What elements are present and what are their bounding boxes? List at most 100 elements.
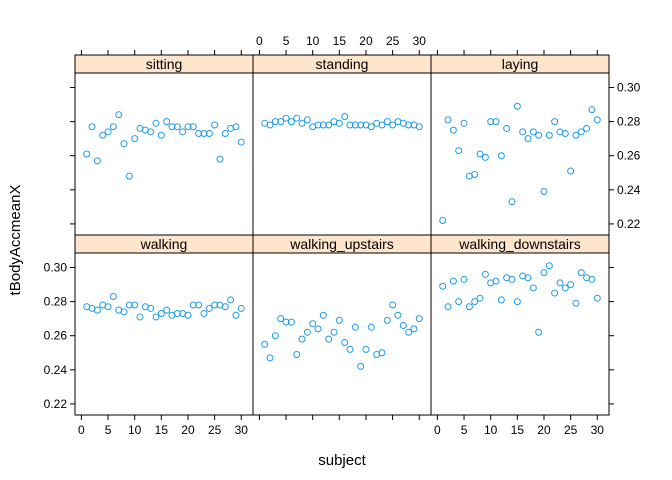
data-point	[93, 306, 101, 314]
data-point	[508, 275, 516, 283]
data-point	[200, 310, 208, 318]
data-point	[88, 123, 96, 131]
data-point	[567, 281, 575, 289]
y-tick-label: 0.24	[44, 363, 68, 377]
data-point	[163, 306, 171, 314]
data-point	[572, 131, 580, 139]
y-tick-label: 0.22	[44, 397, 68, 411]
data-point	[298, 335, 306, 343]
data-point	[460, 275, 468, 283]
data-point	[232, 311, 240, 319]
data-point	[293, 350, 301, 358]
data-point	[314, 121, 322, 129]
data-point	[439, 282, 447, 290]
data-point	[104, 128, 112, 136]
data-point	[561, 284, 569, 292]
data-point	[157, 310, 165, 318]
data-point	[449, 277, 457, 285]
x-tick-label: 20	[181, 423, 195, 437]
data-point	[266, 354, 274, 362]
data-point	[237, 304, 245, 312]
data-point	[455, 298, 463, 306]
data-point	[394, 311, 402, 319]
y-tick-label: 0.24	[617, 183, 641, 197]
data-point	[378, 121, 386, 129]
data-point	[415, 315, 423, 323]
data-point	[261, 340, 269, 348]
data-point	[551, 289, 559, 297]
data-point	[389, 301, 397, 309]
data-point	[583, 124, 591, 132]
data-point	[346, 345, 354, 353]
data-point	[205, 130, 213, 138]
panel-walking-upstairs: walking_upstairs	[252, 234, 432, 420]
data-point	[540, 188, 548, 196]
data-point	[405, 328, 413, 336]
data-point	[362, 345, 370, 353]
data-point	[471, 170, 479, 178]
data-point	[593, 116, 601, 124]
data-point	[189, 301, 197, 309]
data-point	[184, 123, 192, 131]
x-axis-label: subject	[318, 452, 366, 469]
data-point	[577, 269, 585, 277]
data-point	[513, 298, 521, 306]
data-point	[535, 328, 543, 336]
panel-frame	[430, 72, 610, 236]
data-point	[415, 123, 423, 131]
data-point	[115, 111, 123, 119]
data-point	[99, 131, 107, 139]
panel-sitting: sitting	[70, 50, 254, 236]
data-point	[179, 128, 187, 136]
data-point	[309, 320, 317, 328]
y-tick-label: 0.28	[44, 295, 68, 309]
x-tick-label: 20	[359, 34, 373, 48]
data-point	[237, 138, 245, 146]
data-point	[588, 106, 596, 114]
data-point	[503, 124, 511, 132]
data-point	[367, 123, 375, 131]
data-point	[487, 118, 495, 126]
data-point	[357, 121, 365, 129]
data-point	[298, 119, 306, 127]
data-point	[109, 123, 117, 131]
data-point	[205, 304, 213, 312]
data-point	[351, 323, 359, 331]
data-point	[497, 296, 505, 304]
data-point	[529, 128, 537, 136]
data-point	[439, 217, 447, 225]
panel-frame	[74, 252, 254, 416]
data-point	[184, 311, 192, 319]
data-point	[351, 121, 359, 129]
data-point	[216, 155, 224, 163]
data-point	[125, 301, 133, 309]
strip-label: walking_downstairs	[458, 236, 580, 252]
data-point	[168, 123, 176, 131]
x-tick-label: 20	[537, 423, 551, 437]
x-tick-label: 15	[155, 423, 169, 437]
y-tick-label: 0.28	[617, 115, 641, 129]
x-tick-label: 0	[434, 423, 441, 437]
data-point	[232, 123, 240, 131]
y-tick-label: 0.22	[617, 217, 641, 231]
data-point	[551, 118, 559, 126]
data-point	[189, 123, 197, 131]
data-point	[476, 294, 484, 302]
strip-label: sitting	[146, 56, 183, 72]
data-point	[147, 304, 155, 312]
data-point	[120, 308, 128, 316]
data-point	[341, 112, 349, 120]
data-point	[346, 121, 354, 129]
x-tick-label: 15	[511, 423, 525, 437]
panel-walking: walking 0 5 10 15 20 25 30 0.22 0.24 0.26 0.28 0.30	[44, 234, 254, 437]
data-point	[535, 131, 543, 139]
data-point	[173, 310, 181, 318]
panel-frame	[430, 252, 610, 416]
y-tick-label: 0.26	[44, 329, 68, 343]
x-tick-label: 30	[413, 34, 427, 48]
data-point	[173, 123, 181, 131]
data-point	[481, 270, 489, 278]
x-tick-label: 0	[256, 34, 263, 48]
data-point	[319, 311, 327, 319]
